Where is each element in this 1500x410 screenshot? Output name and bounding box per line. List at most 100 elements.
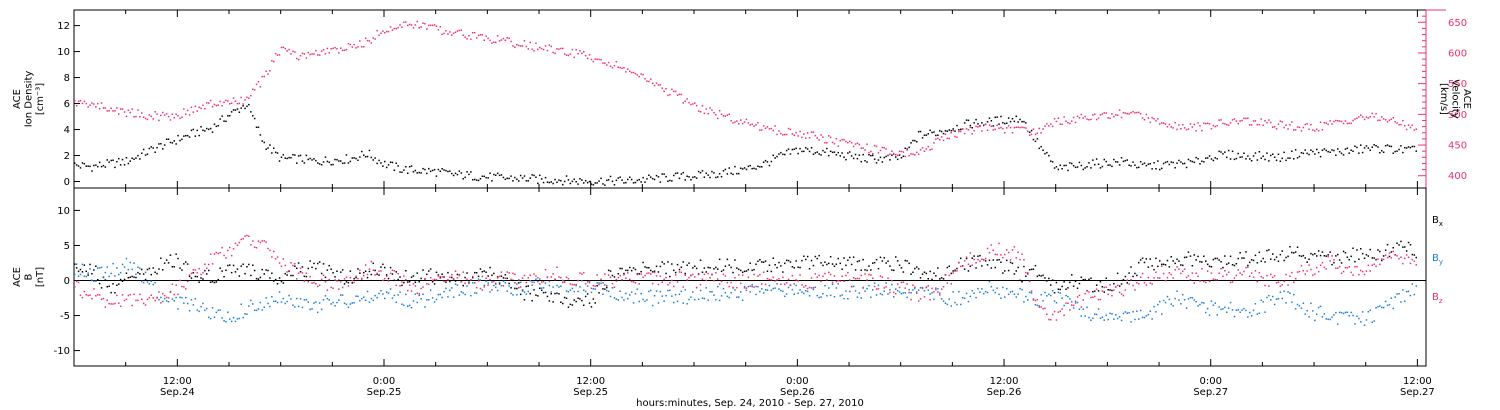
by-point [479, 279, 482, 281]
bx-point [1229, 255, 1232, 258]
bx-point [975, 267, 977, 269]
by-point [1040, 293, 1042, 296]
velocity-point [85, 102, 87, 105]
bz-point [569, 283, 572, 285]
by-point [1312, 310, 1314, 312]
by-point [374, 294, 376, 297]
bz-point [1258, 272, 1261, 274]
by-point [921, 286, 924, 289]
bx-point [671, 263, 673, 265]
velocity-point [1019, 126, 1021, 129]
bz-point [1413, 260, 1416, 262]
by-point [1176, 290, 1178, 292]
density-point [707, 174, 709, 176]
by-point [376, 296, 378, 299]
density-point [699, 172, 702, 174]
bx-point [887, 260, 889, 262]
by-point [1034, 304, 1037, 306]
velocity-point [142, 116, 145, 118]
bz-point [75, 280, 78, 283]
bz-point [948, 274, 950, 277]
velocity-point [837, 145, 839, 147]
bz-point [1057, 311, 1060, 313]
bx-point [1316, 255, 1318, 257]
bz-point [581, 273, 583, 275]
density-point [230, 111, 233, 113]
by-point [642, 298, 644, 301]
velocity-point [514, 46, 516, 49]
by-point [885, 282, 887, 284]
velocity-point [1273, 126, 1276, 128]
by-point [1224, 306, 1226, 309]
by-point [1363, 324, 1366, 326]
velocity-point [1006, 127, 1008, 129]
density-point [678, 177, 681, 180]
velocity-point [1088, 119, 1090, 121]
by-point [1199, 303, 1201, 306]
velocity-point [1247, 117, 1249, 119]
bx-point [449, 280, 451, 283]
by-point [544, 282, 547, 284]
density-point [1411, 145, 1414, 148]
density-point [1241, 156, 1243, 158]
right-tick-label: 650 [1448, 18, 1467, 29]
by-point [676, 300, 679, 303]
by-point [491, 281, 493, 283]
by-point [487, 282, 489, 284]
bz-point [671, 279, 673, 282]
density-point [81, 162, 84, 164]
density-point [542, 181, 545, 184]
density-point [1249, 158, 1251, 160]
bz-point [1382, 258, 1385, 261]
by-point [1172, 305, 1174, 307]
by-point [271, 296, 273, 298]
density-point [1138, 166, 1140, 169]
by-point [1264, 311, 1266, 313]
bx-point [1153, 268, 1155, 271]
velocity-point [923, 150, 926, 152]
velocity-point [841, 138, 843, 141]
bz-point [757, 275, 759, 277]
bz-point [167, 297, 170, 299]
bx-point [1231, 264, 1234, 266]
by-point [177, 308, 179, 310]
by-point [118, 273, 120, 276]
bx-point [1312, 253, 1314, 256]
bz-point [879, 275, 882, 277]
bx-point [439, 277, 441, 279]
bz-point [1145, 284, 1148, 286]
density-point [629, 176, 631, 178]
bz-point [1294, 277, 1297, 280]
bz-point [1189, 279, 1192, 281]
by-point [673, 301, 675, 304]
density-point [611, 180, 614, 183]
velocity-point [579, 50, 581, 52]
density-point [692, 176, 694, 179]
velocity-point [112, 110, 114, 112]
velocity-point [173, 116, 175, 119]
bz-point [1072, 304, 1075, 307]
velocity-point [296, 57, 298, 60]
by-point [734, 289, 736, 291]
density-point [1094, 163, 1096, 166]
bz-point [332, 287, 334, 289]
density-point [854, 153, 857, 156]
velocity-point [900, 150, 903, 153]
bx-point [707, 266, 709, 269]
bx-point [1235, 263, 1238, 265]
by-point [749, 291, 751, 293]
by-point [1051, 290, 1054, 292]
velocity-point [701, 105, 704, 107]
bx-point [1369, 248, 1371, 251]
bz-point [1088, 291, 1090, 293]
density-point [1122, 160, 1125, 163]
density-point [510, 175, 512, 177]
velocity-point [1172, 127, 1174, 129]
by-point [1138, 318, 1140, 320]
density-point [1115, 161, 1117, 163]
density-point [75, 164, 78, 166]
by-point [119, 271, 122, 274]
velocity-point [137, 109, 139, 111]
bx-point [762, 261, 765, 263]
